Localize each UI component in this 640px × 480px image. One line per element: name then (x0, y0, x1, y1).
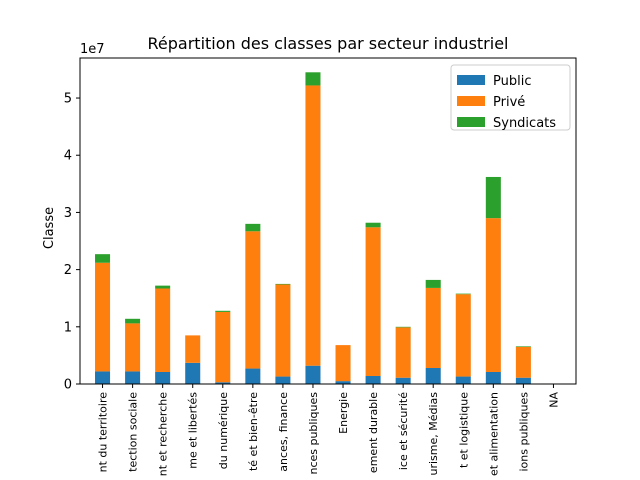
y-ticks-group: 0 1 2 3 4 5 (64, 92, 80, 393)
y-tick-label: 5 (64, 92, 72, 107)
bar-public-11 (425, 367, 441, 384)
legend-label-public: Public (493, 74, 531, 89)
bar-priv--13 (485, 218, 501, 372)
x-tick-label: ions publiques (517, 392, 530, 472)
y-tick-label: 1 (64, 320, 72, 335)
x-tick-label: t et logistique (457, 392, 470, 468)
x-tick-label: et alimentation (487, 392, 500, 476)
bar-syndicats-14 (515, 346, 531, 347)
bar-public-7 (305, 365, 321, 384)
bar-public-12 (455, 376, 471, 384)
bar-public-9 (365, 375, 381, 384)
x-tick-label: du numérique (217, 392, 230, 469)
plot-frame (79, 57, 577, 385)
x-tick-label: ice et sécurité (397, 392, 410, 470)
bar-public-1 (125, 371, 141, 384)
bar-syndicats-5 (245, 223, 261, 232)
x-ticks-group: nt du territoire tection sociale nt et rec… (97, 384, 560, 476)
bar-public-10 (395, 377, 411, 384)
x-tick-label: urisme, Médias (427, 392, 440, 476)
bar-priv--8 (335, 345, 351, 382)
y-tick-label: 3 (64, 206, 72, 221)
bar-priv--2 (155, 288, 171, 372)
x-tick-label: tection sociale (127, 392, 140, 472)
bar-public-0 (95, 371, 111, 384)
bar-priv--3 (185, 335, 201, 363)
y-tick-label: 0 (64, 378, 72, 393)
legend-label-syndicats: Syndicats (493, 116, 556, 131)
y-tick-label: 4 (64, 149, 72, 164)
x-tick-label: ement durable (367, 392, 380, 473)
axes-group (79, 57, 577, 385)
x-tick-label: Energie (337, 392, 350, 434)
bar-priv--0 (95, 262, 111, 372)
bar-public-14 (515, 377, 531, 384)
x-tick-label: nt du territoire (97, 392, 110, 473)
y-axis-label: Classe (42, 207, 57, 249)
bar-syndicats-12 (455, 293, 471, 295)
bar-syndicats-0 (95, 254, 111, 263)
bar-syndicats-7 (305, 72, 321, 86)
bar-public-4 (215, 382, 231, 384)
bar-priv--12 (455, 294, 471, 377)
bar-priv--11 (425, 287, 441, 368)
bar-public-8 (335, 381, 351, 384)
x-tick-label: nt et recherche (157, 392, 170, 476)
bar-priv--14 (515, 346, 531, 378)
x-tick-label: té et bien-être (247, 392, 260, 471)
bar-syndicats-6 (275, 283, 291, 285)
x-tick-label: ances, finance (277, 392, 290, 472)
legend-swatch-privé (457, 96, 485, 106)
bar-priv--5 (245, 231, 261, 369)
bar-public-5 (245, 368, 261, 384)
bar-public-13 (485, 371, 501, 384)
chart-title: Répartition des classes par secteur indu… (148, 34, 509, 53)
x-tick-label: nces publiques (307, 392, 320, 475)
bar-syndicats-11 (425, 279, 441, 288)
legend-swatch-syndicats (457, 117, 485, 127)
legend-label-privé: Privé (493, 95, 525, 110)
bar-syndicats-10 (395, 326, 411, 328)
bars-group (95, 72, 531, 384)
legend: Public Privé Syndicats (450, 64, 571, 131)
y-offset-label: 1e7 (80, 42, 105, 57)
bar-public-3 (185, 362, 201, 384)
bar-syndicats-1 (125, 318, 141, 324)
bar-public-6 (275, 376, 291, 384)
bar-syndicats-13 (485, 176, 501, 219)
bar-priv--10 (395, 327, 411, 378)
bar-priv--4 (215, 311, 231, 383)
legend-swatch-public (457, 75, 485, 85)
x-tick-label: NA (547, 392, 560, 408)
bar-priv--9 (365, 227, 381, 376)
bar-public-2 (155, 371, 171, 384)
y-tick-label: 2 (64, 263, 72, 278)
bar-priv--6 (275, 284, 291, 377)
bar-priv--7 (305, 85, 321, 366)
x-tick-label: me et libertés (187, 392, 200, 469)
bar-syndicats-2 (155, 285, 171, 289)
bar-priv--1 (125, 323, 141, 372)
bar-syndicats-9 (365, 222, 381, 228)
bar-syndicats-4 (215, 310, 231, 312)
